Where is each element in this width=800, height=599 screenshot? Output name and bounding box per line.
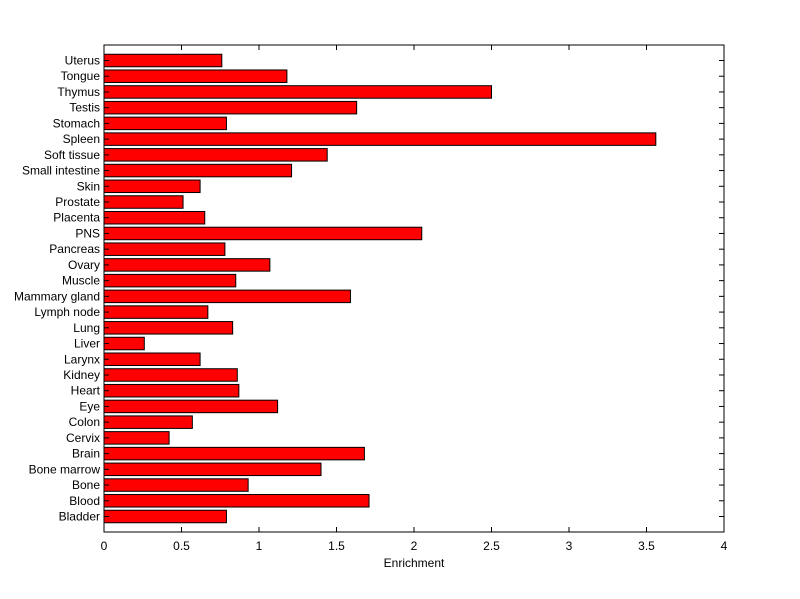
bar-cervix [103, 431, 170, 445]
bar-skin [103, 179, 201, 194]
bar-stomach [103, 116, 227, 131]
x-axis-title: Enrichment [384, 556, 445, 570]
y-tick-label: Lung [73, 321, 100, 335]
x-tick-label: 0 [101, 539, 108, 553]
bar-prostate [103, 195, 184, 209]
x-tick-label: 2 [411, 539, 418, 553]
y-tick-label: Mammary gland [14, 289, 100, 303]
bar-liver [103, 336, 145, 351]
y-tick-label: Bone marrow [29, 462, 101, 476]
y-tick-label: Pancreas [49, 242, 100, 256]
y-tick-label: Tongue [61, 69, 101, 83]
y-tick-label: Skin [77, 179, 100, 193]
y-tick-label: Small intestine [22, 164, 100, 178]
bar-lung [103, 321, 234, 335]
y-tick-label: Uterus [65, 54, 100, 68]
x-tick-label: 4 [721, 539, 728, 553]
bar-bone-marrow [103, 462, 322, 477]
y-tick-label: Soft tissue [44, 148, 100, 162]
bar-thymus [103, 85, 492, 99]
y-tick-label: Larynx [64, 352, 100, 366]
bar-testis [103, 100, 358, 115]
x-tick-label: 1.5 [328, 539, 345, 553]
y-tick-label: Spleen [63, 132, 100, 146]
bar-placenta [103, 210, 206, 225]
bar-blood [103, 494, 370, 508]
bar-pns [103, 226, 423, 241]
bar-kidney [103, 368, 238, 382]
plot-frame [103, 44, 725, 533]
y-tick-label: Lymph node [34, 305, 100, 319]
y-tick-label: Liver [74, 337, 100, 351]
x-tick-label: 0.5 [173, 539, 190, 553]
bar-spleen [103, 132, 657, 146]
y-tick-label: Heart [71, 384, 101, 398]
bar-eye [103, 399, 279, 414]
bar-heart [103, 383, 240, 398]
y-tick-label: Blood [69, 494, 100, 508]
x-tick-label: 3.5 [638, 539, 655, 553]
bar-mammary-gland [103, 289, 351, 304]
bar-pancreas [103, 242, 226, 256]
y-tick-label: Cervix [66, 431, 100, 445]
bar-soft-tissue [103, 148, 328, 162]
y-tick-label: Ovary [68, 258, 100, 272]
y-tick-label: Placenta [53, 211, 100, 225]
y-tick-label: Prostate [55, 195, 100, 209]
bar-bladder [103, 509, 227, 524]
y-tick-label: Stomach [53, 116, 100, 130]
bar-muscle [103, 273, 237, 288]
bar-brain [103, 446, 365, 461]
y-tick-label: Bladder [59, 510, 100, 524]
bar-uterus [103, 53, 223, 68]
y-tick-label: Colon [69, 415, 100, 429]
y-tick-label: Bone [72, 478, 100, 492]
bar-ovary [103, 258, 271, 272]
y-tick-label: Eye [79, 399, 100, 413]
bar-colon [103, 415, 193, 429]
y-tick-label: Kidney [63, 368, 100, 382]
bars-layer [103, 53, 657, 524]
bar-larynx [103, 352, 201, 367]
y-tick-label: Muscle [62, 274, 100, 288]
x-tick-label: 3 [566, 539, 573, 553]
y-tick-label: Brain [72, 447, 100, 461]
x-tick-label: 1 [256, 539, 263, 553]
x-tick-label: 2.5 [483, 539, 500, 553]
y-tick-label: Thymus [57, 85, 100, 99]
bar-small-intestine [103, 163, 293, 178]
bar-lymph-node [103, 305, 209, 319]
y-tick-label: PNS [75, 226, 100, 240]
y-tick-label: Testis [69, 101, 100, 115]
bar-bone [103, 478, 249, 492]
bar-tongue [103, 69, 288, 83]
